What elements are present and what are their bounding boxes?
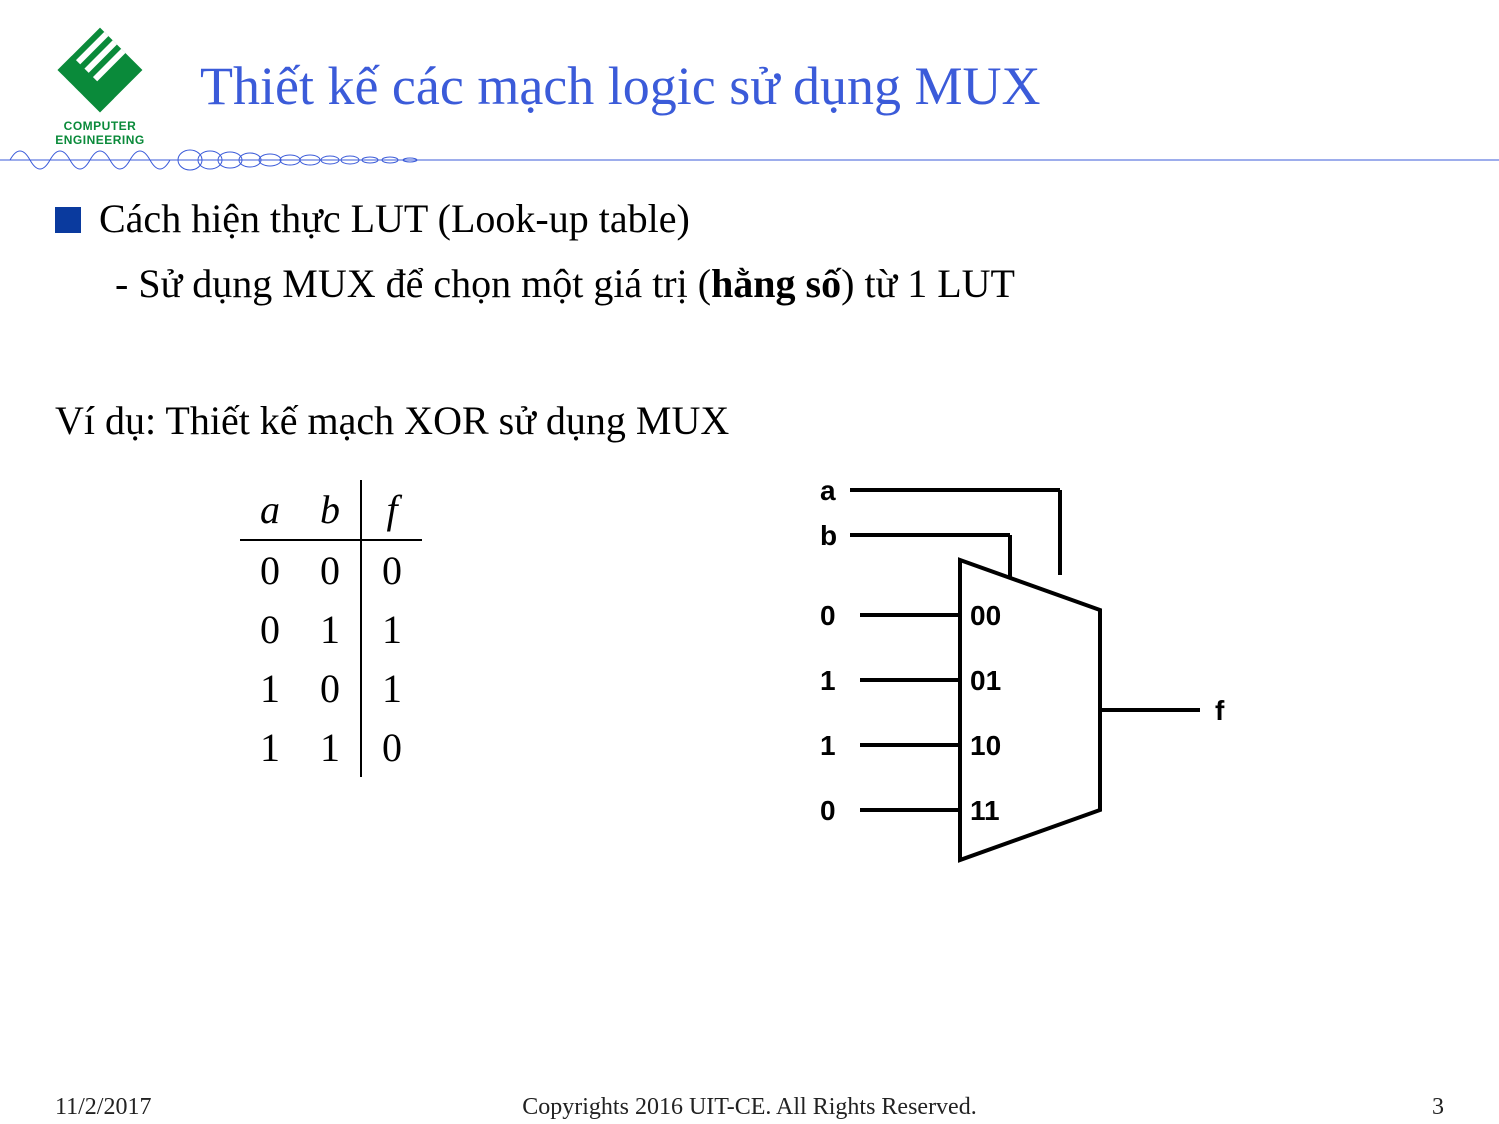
cell: 0 <box>240 600 300 659</box>
table-header-row: a b f <box>240 480 422 540</box>
mux-in-2: 1 <box>820 730 836 761</box>
cell: 0 <box>300 540 361 600</box>
cell: 0 <box>361 718 422 777</box>
bullet-text: Cách hiện thực LUT (Look-up table) <box>99 195 690 242</box>
subline-suffix: ) từ 1 LUT <box>841 261 1015 306</box>
cell: 1 <box>300 718 361 777</box>
cell: 1 <box>240 659 300 718</box>
mux-svg: a b 0 1 1 0 00 01 10 11 f <box>760 460 1280 900</box>
mux-sel-b: b <box>820 520 837 551</box>
col-a-header: a <box>240 480 300 540</box>
mux-int-11: 11 <box>970 795 1000 826</box>
cell: 0 <box>300 659 361 718</box>
slide-title: Thiết kế các mạch logic sử dụng MUX <box>200 55 1041 117</box>
table-row: 0 0 0 <box>240 540 422 600</box>
example-line: Ví dụ: Thiết kế mạch XOR sử dụng MUX <box>55 397 1444 444</box>
cell: 1 <box>300 600 361 659</box>
uit-logo-icon <box>50 20 150 120</box>
table-row: 1 0 1 <box>240 659 422 718</box>
logo-block: COMPUTER ENGINEERING <box>20 20 180 147</box>
figure-row: a b f 0 0 0 0 1 1 1 0 1 1 1 0 <box>0 480 1499 900</box>
cell: 1 <box>361 600 422 659</box>
subline-prefix: - Sử dụng MUX để chọn một giá trị ( <box>115 261 711 306</box>
subline-bold: hằng số <box>711 261 841 306</box>
mux-in-3: 0 <box>820 795 836 826</box>
col-b-header: b <box>300 480 361 540</box>
mux-int-01: 01 <box>970 665 1001 696</box>
table-row: 0 1 1 <box>240 600 422 659</box>
cell: 1 <box>240 718 300 777</box>
square-bullet-icon <box>55 207 81 233</box>
mux-out-f: f <box>1215 695 1225 726</box>
cell: 0 <box>361 540 422 600</box>
footer-page-number: 3 <box>1432 1094 1444 1121</box>
footer-copyright: Copyrights 2016 UIT-CE. All Rights Reser… <box>0 1094 1499 1121</box>
bullet-row: Cách hiện thực LUT (Look-up table) <box>55 195 1444 242</box>
mux-in-0: 0 <box>820 600 836 631</box>
mux-diagram: a b 0 1 1 0 00 01 10 11 f <box>760 460 1280 905</box>
wave-divider-icon <box>0 140 1499 180</box>
cell: 0 <box>240 540 300 600</box>
content-block: Cách hiện thực LUT (Look-up table) - Sử … <box>55 195 1444 444</box>
table-row: 1 1 0 <box>240 718 422 777</box>
truth-table: a b f 0 0 0 0 1 1 1 0 1 1 1 0 <box>240 480 422 777</box>
mux-in-1: 1 <box>820 665 836 696</box>
mux-int-00: 00 <box>970 600 1001 631</box>
sub-line: - Sử dụng MUX để chọn một giá trị (hằng … <box>115 260 1444 307</box>
cell: 1 <box>361 659 422 718</box>
col-f-header: f <box>361 480 422 540</box>
mux-sel-a: a <box>820 475 836 506</box>
mux-int-10: 10 <box>970 730 1001 761</box>
